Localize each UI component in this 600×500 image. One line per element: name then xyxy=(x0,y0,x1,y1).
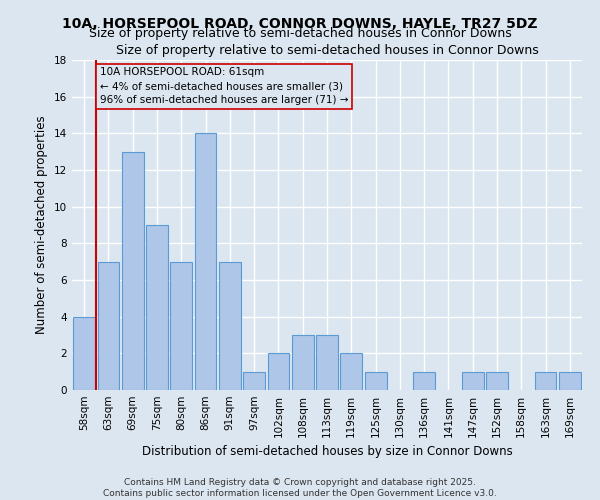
Bar xyxy=(73,316,95,390)
Text: Size of property relative to semi-detached houses in Connor Downs: Size of property relative to semi-detach… xyxy=(89,28,511,40)
Y-axis label: Number of semi-detached properties: Number of semi-detached properties xyxy=(35,116,49,334)
Bar xyxy=(535,372,556,390)
Bar xyxy=(219,262,241,390)
Bar xyxy=(146,225,168,390)
Bar xyxy=(365,372,386,390)
Bar xyxy=(462,372,484,390)
Bar xyxy=(316,335,338,390)
Bar xyxy=(170,262,192,390)
Title: Size of property relative to semi-detached houses in Connor Downs: Size of property relative to semi-detach… xyxy=(116,44,538,58)
Bar xyxy=(340,354,362,390)
Bar xyxy=(268,354,289,390)
Bar xyxy=(194,134,217,390)
Bar xyxy=(243,372,265,390)
X-axis label: Distribution of semi-detached houses by size in Connor Downs: Distribution of semi-detached houses by … xyxy=(142,446,512,458)
Text: Contains HM Land Registry data © Crown copyright and database right 2025.
Contai: Contains HM Land Registry data © Crown c… xyxy=(103,478,497,498)
Bar xyxy=(292,335,314,390)
Bar xyxy=(97,262,119,390)
Text: 10A, HORSEPOOL ROAD, CONNOR DOWNS, HAYLE, TR27 5DZ: 10A, HORSEPOOL ROAD, CONNOR DOWNS, HAYLE… xyxy=(62,18,538,32)
Bar xyxy=(486,372,508,390)
Bar xyxy=(122,152,143,390)
Bar xyxy=(559,372,581,390)
Bar xyxy=(413,372,435,390)
Text: 10A HORSEPOOL ROAD: 61sqm
← 4% of semi-detached houses are smaller (3)
96% of se: 10A HORSEPOOL ROAD: 61sqm ← 4% of semi-d… xyxy=(100,68,349,106)
